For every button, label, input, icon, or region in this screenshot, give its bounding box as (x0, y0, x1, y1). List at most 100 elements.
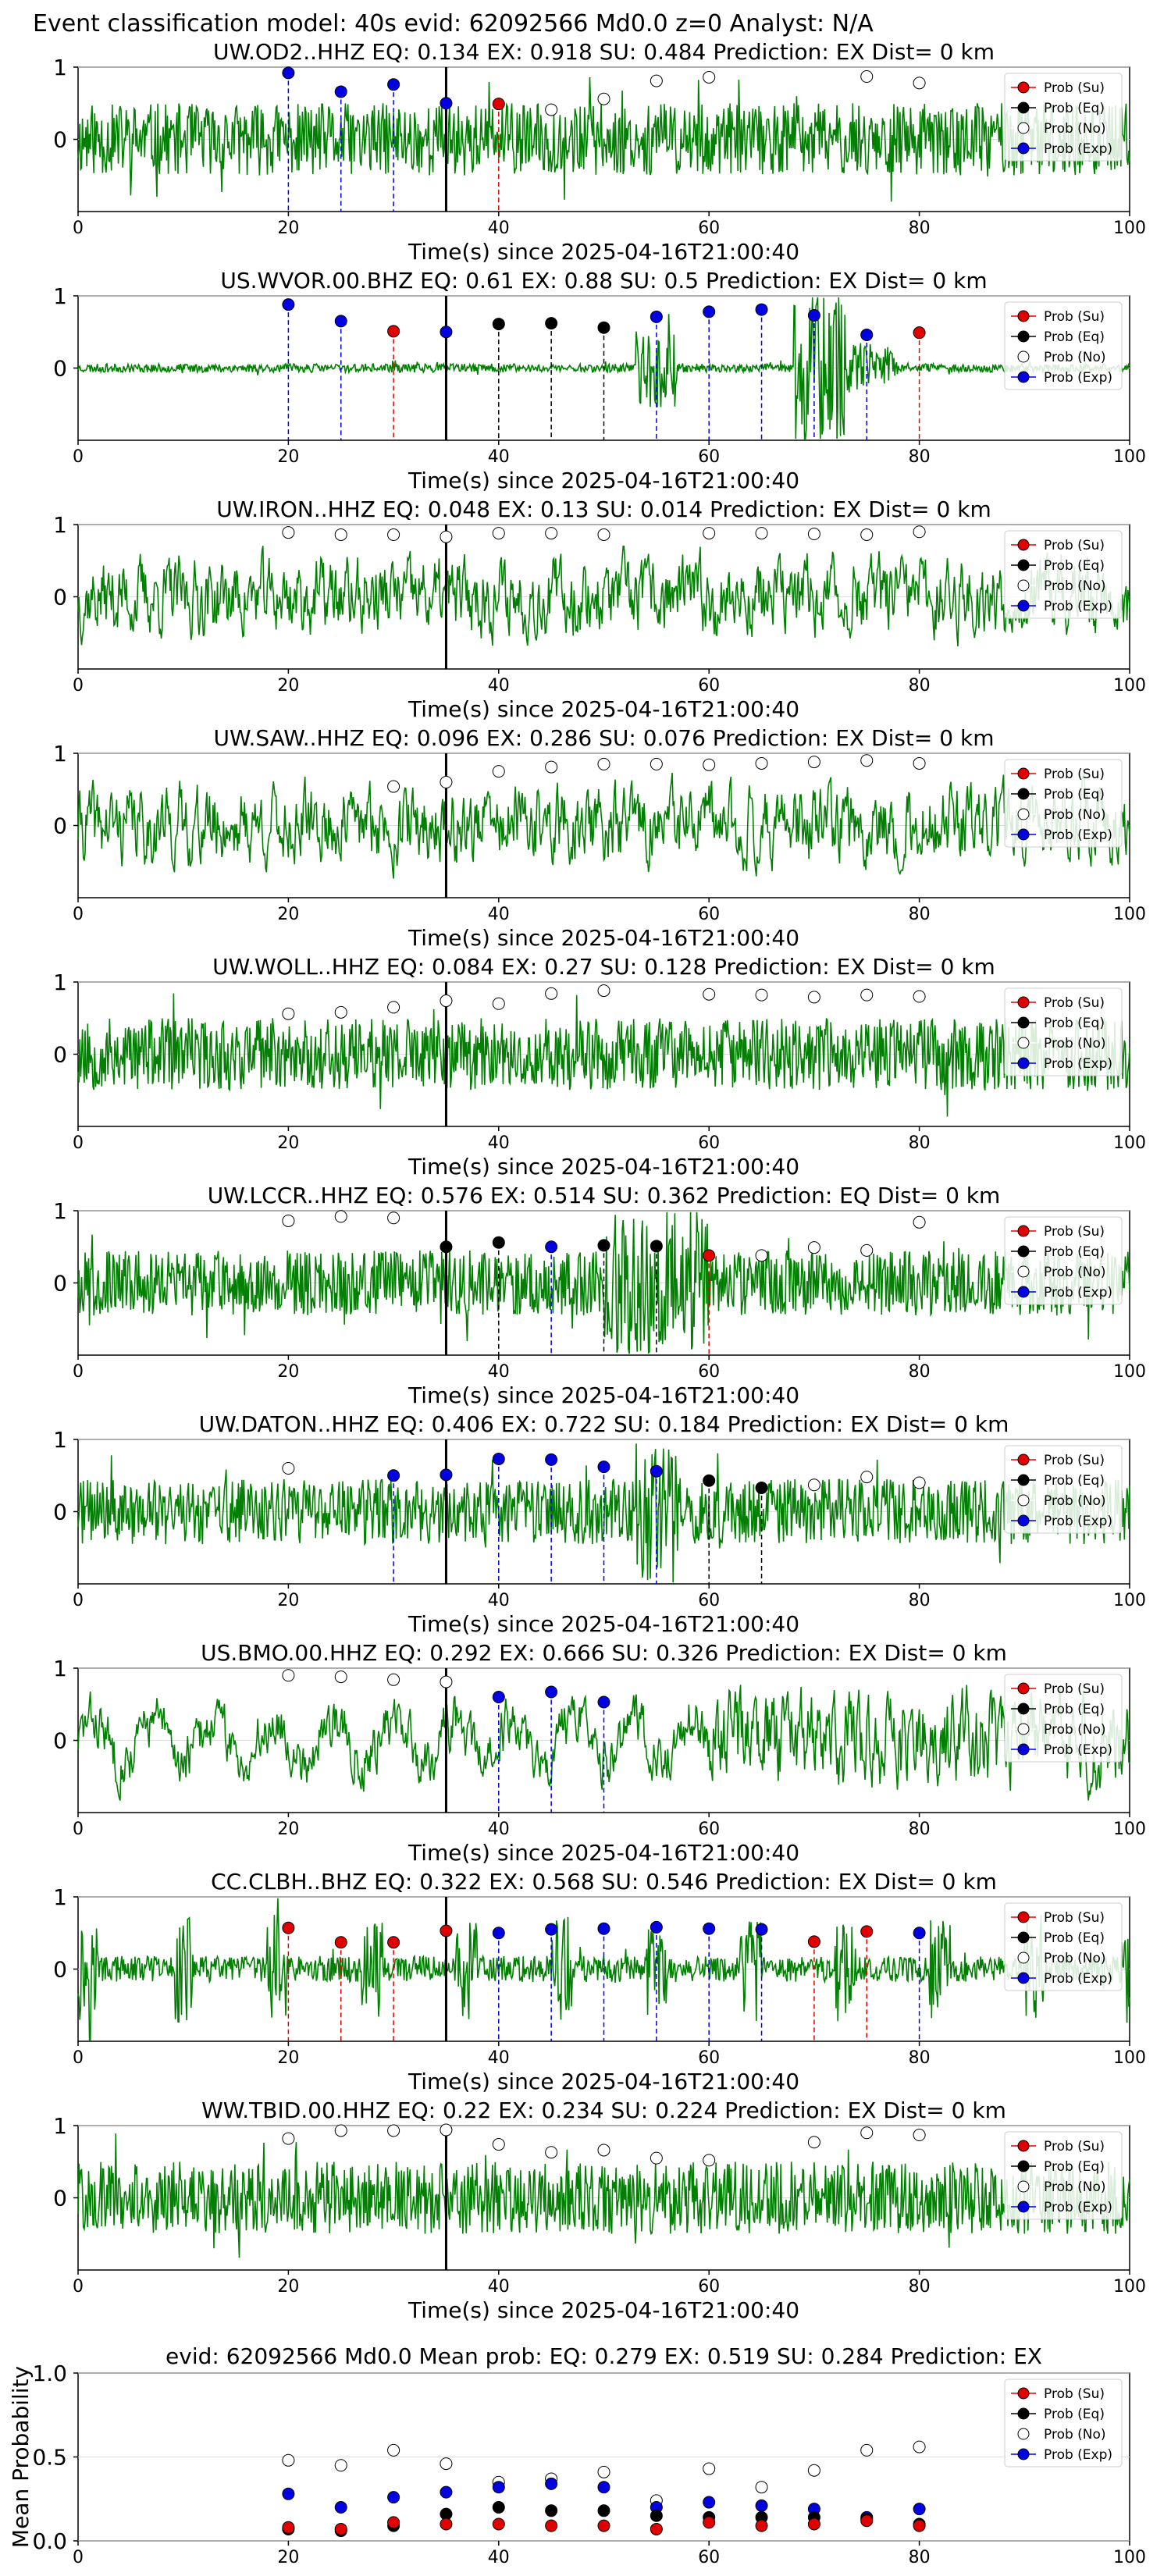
x-tick-label: 80 (909, 447, 931, 467)
x-tick-label: 20 (277, 2548, 299, 2567)
y-tick-label: 0 (53, 1042, 67, 1068)
x-tick-label: 40 (488, 2548, 510, 2567)
x-tick-label: 60 (698, 1362, 720, 1382)
prob-marker-exp (650, 1464, 663, 1478)
panel-title: UW.IRON..HHZ EQ: 0.048 EX: 0.13 SU: 0.01… (216, 496, 991, 522)
legend-label-su: Prob (Su) (1044, 1224, 1105, 1240)
x-tick-label: 0 (73, 447, 84, 467)
mean-marker-no (860, 2443, 874, 2457)
x-tick-label: 0 (73, 1591, 84, 1610)
figure-suptitle: Event classification model: 40s evid: 62… (33, 10, 874, 37)
prob-marker-no (440, 2123, 453, 2137)
seismogram-trace (77, 545, 1130, 646)
prob-marker-exp (387, 78, 400, 91)
x-tick-label: 80 (909, 905, 931, 924)
x-tick-label: 0 (73, 1362, 84, 1382)
mean-marker-su (807, 2517, 820, 2531)
legend-marker-exp (1017, 2448, 1030, 2460)
prob-marker-no (913, 2129, 926, 2142)
prob-marker-exp (913, 1927, 926, 1940)
legend: Prob (Su) Prob (Eq) Prob (No) Prob (Exp) (1004, 301, 1123, 390)
x-axis-label: Time(s) since 2025-04-16T21:00:40 (408, 2297, 799, 2323)
prob-marker-no (387, 1212, 400, 1225)
prob-marker-no (282, 1462, 295, 1475)
x-tick-label: 80 (909, 1133, 931, 1153)
prob-marker-exp (545, 1685, 558, 1699)
legend-marker-eq (1017, 1016, 1030, 1029)
x-tick-label: 100 (1113, 905, 1146, 924)
legend-box (1004, 1902, 1123, 1991)
x-tick-label: 20 (277, 2048, 299, 2068)
y-tick-label: 1 (53, 1198, 67, 1224)
legend-box (1004, 2131, 1123, 2220)
prob-marker-no (282, 1669, 295, 1682)
mean-marker-su (913, 2519, 926, 2532)
legend: Prob (Su) Prob (Eq) Prob (No) Prob (Exp) (1004, 1674, 1123, 1763)
legend-marker-su (1017, 1225, 1030, 1237)
x-tick-label: 80 (909, 676, 931, 696)
prob-marker-su (387, 1936, 400, 1949)
legend-marker-eq (1017, 2407, 1030, 2420)
legend-label-su: Prob (Su) (1044, 1681, 1105, 1697)
x-tick-label: 20 (277, 1362, 299, 1382)
panel-title: UW.WOLL..HHZ EQ: 0.084 EX: 0.27 SU: 0.12… (212, 954, 995, 980)
legend-label-no: Prob (No) (1044, 1265, 1106, 1280)
legend-marker-exp (1017, 600, 1030, 612)
legend-label-eq: Prob (Eq) (1044, 1930, 1105, 1946)
prob-marker-eq (597, 321, 610, 334)
prob-marker-no (913, 1476, 926, 1489)
prob-marker-exp (440, 326, 453, 339)
mean-marker-no (807, 2464, 820, 2477)
legend-marker-exp (1017, 371, 1030, 383)
mean-marker-no (597, 2465, 610, 2478)
prob-marker-no (492, 527, 505, 540)
mean-marker-exp (387, 2491, 400, 2504)
legend-label-exp: Prob (Exp) (1044, 141, 1112, 157)
prob-marker-no (492, 997, 505, 1010)
prob-marker-eq (492, 318, 505, 331)
x-tick-label: 60 (698, 447, 720, 467)
x-tick-label: 40 (488, 447, 510, 467)
legend: Prob (Su) Prob (Eq) Prob (No) Prob (Exp) (1004, 2131, 1123, 2220)
x-tick-label: 80 (909, 1362, 931, 1382)
prob-marker-no (387, 528, 400, 541)
prob-marker-exp (334, 85, 347, 98)
prob-marker-no (492, 2138, 505, 2151)
legend: Prob (Su) Prob (Eq) Prob (No) Prob (Exp) (1004, 759, 1123, 848)
legend-label-exp: Prob (Exp) (1044, 2447, 1112, 2463)
y-tick-label: 0 (53, 356, 67, 382)
y-tick-label: 1 (53, 741, 67, 767)
prob-marker-su (913, 326, 926, 340)
panel-UW.LCCR..HHZ: UW.LCCR..HHZ EQ: 0.576 EX: 0.514 SU: 0.3… (53, 1183, 1146, 1408)
mean-marker-no (282, 2453, 295, 2467)
prob-marker-eq (650, 1240, 663, 1253)
prob-marker-no (334, 528, 347, 541)
legend-marker-su (1017, 1911, 1030, 1923)
legend-label-su: Prob (Su) (1044, 2139, 1105, 2154)
legend-marker-exp (1017, 142, 1030, 155)
y-tick-label: 1 (53, 1884, 67, 1910)
panel-title: US.WVOR.00.BHZ EQ: 0.61 EX: 0.88 SU: 0.5… (220, 268, 987, 294)
prob-marker-no (282, 526, 295, 539)
prob-marker-no (334, 1210, 347, 1223)
panel-US.BMO.00.HHZ: US.BMO.00.HHZ EQ: 0.292 EX: 0.666 SU: 0.… (53, 1640, 1146, 1866)
prob-marker-exp (282, 66, 295, 80)
y-axis-label: Mean Probability (8, 2366, 34, 2548)
prob-marker-eq (440, 1240, 453, 1254)
mean-marker-exp (492, 2481, 505, 2494)
prob-marker-su (387, 325, 400, 338)
x-tick-label: 20 (277, 1820, 299, 1839)
prob-marker-no (387, 1673, 400, 1686)
legend-label-su: Prob (Su) (1044, 538, 1105, 553)
prob-marker-no (597, 92, 610, 105)
legend-box (1004, 530, 1123, 619)
x-tick-label: 20 (277, 905, 299, 924)
x-tick-label: 80 (909, 1820, 931, 1839)
prob-marker-no (807, 1478, 820, 1492)
legend-marker-su (1017, 767, 1030, 780)
legend-marker-no (1017, 1494, 1030, 1507)
prob-marker-no (703, 987, 716, 1001)
panel-title: CC.CLBH..BHZ EQ: 0.322 EX: 0.568 SU: 0.5… (211, 1869, 997, 1895)
prob-marker-no (913, 990, 926, 1003)
legend-label-exp: Prob (Exp) (1044, 370, 1112, 386)
